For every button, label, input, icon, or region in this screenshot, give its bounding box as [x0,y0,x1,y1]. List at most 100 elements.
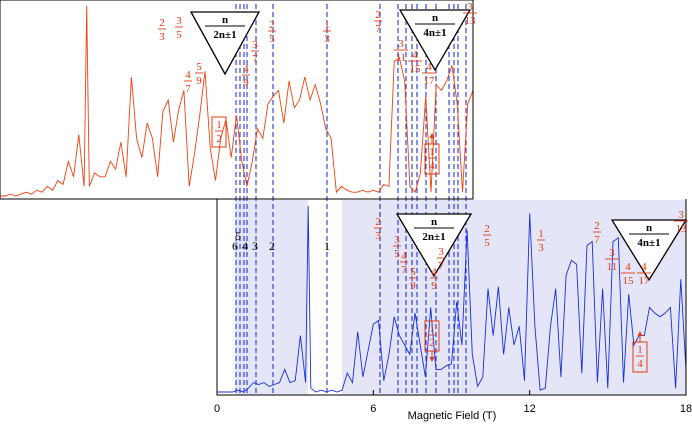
integer-filling-label: 3 [252,239,258,253]
sequence-triangles: n 2n±1 n 4n±1 n 2n±1 n 4n±1 [189,9,688,282]
fraction-label: 37 [251,39,259,65]
svg-text:1: 1 [429,146,435,158]
x-tick-label: 12 [524,403,536,415]
svg-text:2: 2 [375,9,381,21]
bottom-panel-frame [216,199,687,396]
integer-filling-label: 4 [242,239,248,253]
svg-text:5: 5 [484,237,490,249]
svg-text:5: 5 [196,61,202,73]
svg-text:2n±1: 2n±1 [422,231,445,243]
svg-text:3: 3 [398,38,404,50]
fraction-label: 13 [537,228,545,254]
svg-text:17: 17 [639,275,651,287]
svg-text:2: 2 [375,216,381,228]
fraction-label: 23 [374,216,382,242]
integer-labels: 654 3 2 1 [232,229,330,253]
fraction-label: 13 [323,19,331,45]
fraction-label: 49 [242,63,250,89]
integer-filling-label: 1 [324,239,330,253]
integer-filling-label: 5 [235,229,241,243]
svg-text:7: 7 [594,234,600,246]
svg-text:9: 9 [410,280,416,292]
fraction-label: 311 [394,38,408,64]
svg-text:5: 5 [269,33,275,45]
svg-text:3: 3 [678,209,684,221]
integer-filling-label: 2 [269,239,275,253]
svg-text:2n±1: 2n±1 [213,29,236,41]
svg-text:7: 7 [375,23,381,35]
fraction-label: 12 [424,320,440,362]
fraction-label: 47 [184,69,192,95]
svg-text:5: 5 [176,29,182,41]
svg-text:11: 11 [396,52,407,64]
top-panel-trace [0,5,474,197]
fraction-label: 25 [483,223,491,249]
x-tick-label: 0 [214,403,220,415]
svg-text:2: 2 [484,223,490,235]
svg-text:3: 3 [538,242,544,254]
svg-text:n: n [432,12,438,24]
svg-text:3: 3 [176,15,182,27]
fraction-label: 311 [605,247,619,273]
svg-text:4: 4 [401,250,407,262]
svg-text:4n±1: 4n±1 [423,27,446,39]
svg-text:3: 3 [438,246,444,258]
svg-text:9: 9 [431,280,437,292]
x-axis-ticks: 0 6 12 18 [214,390,692,415]
svg-text:3: 3 [467,1,473,13]
fraction-label: 27 [374,9,382,35]
x-tick-label: 6 [370,403,376,415]
svg-text:4n±1: 4n±1 [637,237,660,249]
svg-text:1: 1 [538,228,544,240]
fraction-label: 12 [211,116,227,148]
fraction-label: 415 [621,261,635,287]
fraction-label: 37 [437,246,445,272]
svg-text:4: 4 [243,63,249,75]
fraction-label: 35 [393,234,401,260]
sequence-triangle: n 2n±1 [395,213,473,278]
svg-text:4: 4 [431,266,437,278]
svg-text:9: 9 [243,77,249,89]
fraction-label: 47 [400,250,408,276]
fraction-label: 417 [422,61,436,87]
svg-text:3: 3 [324,33,330,45]
svg-text:4: 4 [625,261,631,273]
svg-text:4: 4 [185,69,191,81]
sequence-triangle: n 4n±1 [610,219,688,282]
svg-text:2: 2 [216,133,222,145]
svg-text:7: 7 [438,260,444,272]
svg-text:5: 5 [410,266,416,278]
svg-text:3: 3 [159,31,165,43]
svg-text:n: n [646,222,652,234]
fraction-label: 27 [593,220,601,246]
svg-text:7: 7 [185,83,191,95]
fraction-label: 313 [463,1,477,27]
fraction-label: 14 [424,133,440,175]
svg-text:9: 9 [196,75,202,87]
svg-text:17: 17 [424,75,436,87]
x-axis-label: Magnetic Field (T) [408,410,497,422]
svg-text:1: 1 [429,323,435,335]
svg-text:11: 11 [607,261,618,273]
svg-text:4: 4 [641,261,647,273]
svg-text:n: n [222,14,228,26]
x-tick-label: 18 [680,403,692,415]
svg-text:5: 5 [394,248,400,260]
top-panel-frame [0,0,474,200]
fraction-label: 415 [408,49,422,75]
svg-text:15: 15 [623,275,635,287]
svg-text:n: n [431,216,437,228]
fraction-label: 23 [158,17,166,43]
svg-text:3: 3 [609,247,615,259]
svg-text:4: 4 [412,49,418,61]
fraction-label: 59 [195,61,203,87]
sequence-triangle: n 4n±1 [398,9,472,72]
svg-text:3: 3 [394,234,400,246]
fraction-label: 25 [268,19,276,45]
svg-text:13: 13 [465,15,477,27]
fraction-label: 35 [175,15,183,41]
svg-text:1: 1 [216,119,222,131]
integer-filling-label: 6 [232,239,238,253]
